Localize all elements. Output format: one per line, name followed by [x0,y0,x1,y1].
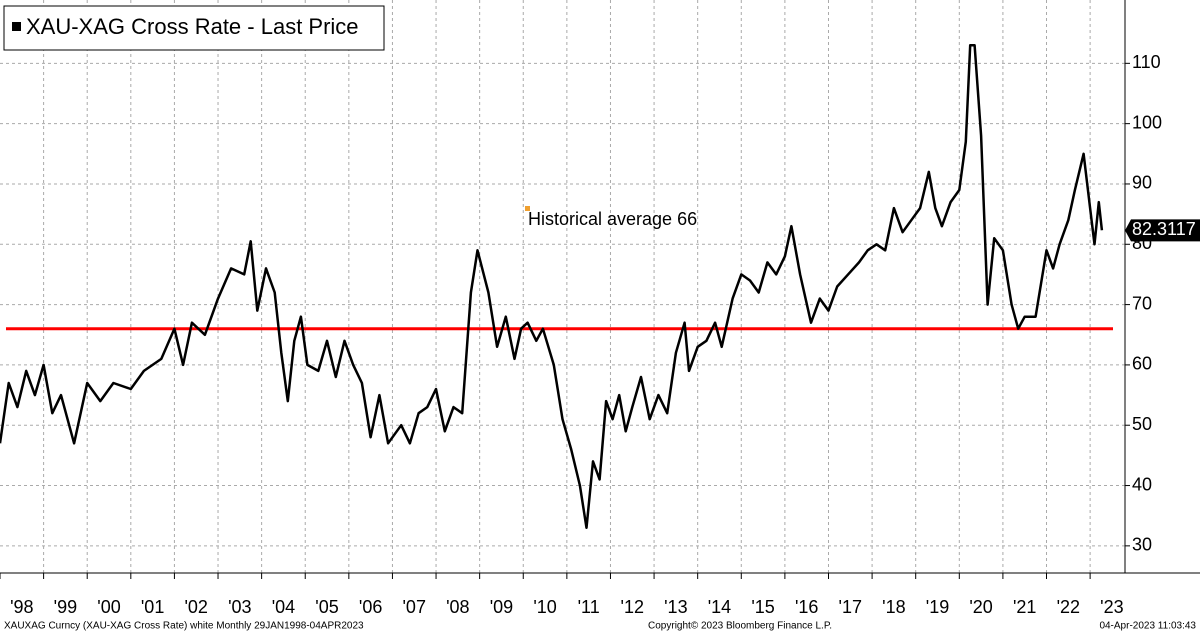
y-tick-label: 110 [1132,52,1161,72]
x-tick-label: '10 [533,597,556,617]
x-tick-label: '20 [969,597,992,617]
x-tick-label: '22 [1057,597,1080,617]
y-tick-label: 90 [1132,173,1152,193]
x-tick-label: '03 [228,597,251,617]
x-tick-label: '23 [1100,597,1123,617]
x-tick-label: '13 [664,597,687,617]
grid [0,0,1125,573]
x-tick-label: '15 [751,597,774,617]
y-tick-label: 80 [1132,233,1152,253]
x-tick-label: '19 [926,597,949,617]
y-tick-label: 100 [1132,112,1162,132]
x-tick-label: '01 [141,597,164,617]
x-tick-label: '14 [708,597,731,617]
marks: Historical average 66 82.3117 [0,43,1200,530]
footer-left: XAUXAG Curncy (XAU-XAG Cross Rate) white… [4,621,364,632]
x-tick-label: '17 [839,597,862,617]
y-tick-label: 60 [1132,354,1152,374]
x-tick-label: '08 [446,597,469,617]
annotation-marker [525,206,530,211]
series-line [0,43,1104,530]
y-tick-label: 40 [1132,474,1152,494]
x-tick-label: '11 [578,597,600,617]
legend-box [3,5,385,51]
last-price-label: 82.3117 [1132,219,1196,239]
x-tick-label: '98 [10,597,33,617]
chart-title: XAU-XAG Cross Rate - Last Price [26,14,359,39]
x-tick-label: '18 [882,597,905,617]
y-tick-label: 70 [1132,293,1152,313]
annotation: Historical average 66 [528,209,697,229]
y-tick-label: 30 [1132,535,1152,555]
legend-swatch [12,22,21,31]
x-tick-label: '99 [54,597,77,617]
footer-center: Copyright© 2023 Bloomberg Finance L.P. [648,621,832,632]
x-tick-label: '02 [184,597,207,617]
x-tick-label: '21 [1013,597,1036,617]
x-tick-label: '05 [315,597,338,617]
x-tick-label: '04 [272,597,295,617]
x-tick-label: '00 [97,597,120,617]
x-tick-label: '16 [795,597,818,617]
last-price-box [1125,219,1200,242]
x-tick-label: '09 [490,597,513,617]
x-tick-label: '06 [359,597,382,617]
footer-right: 04-Apr-2023 11:03:43 [1099,621,1196,632]
y-tick-label: 50 [1132,414,1152,434]
x-tick-label: '12 [621,597,644,617]
x-tick-label: '07 [403,597,426,617]
